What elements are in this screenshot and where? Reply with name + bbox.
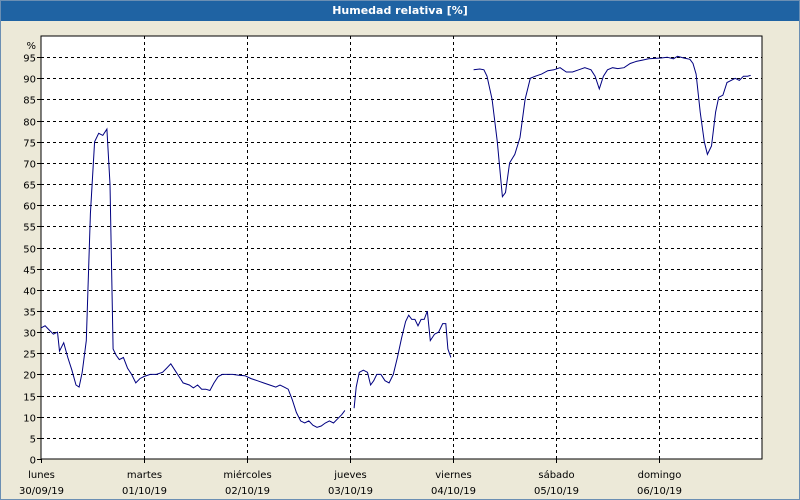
x-tick-date-label: 05/10/19 xyxy=(534,486,579,497)
humidity-series-line xyxy=(473,55,751,199)
x-tick-day-label: sábado xyxy=(538,469,574,481)
y-tick-label: 35 xyxy=(23,308,36,319)
chart-title: Humedad relativa [%] xyxy=(1,1,799,21)
y-tick-label: 10 xyxy=(23,414,36,425)
y-tick-label: 55 xyxy=(23,223,36,234)
y-tick-label: 0 xyxy=(30,456,36,467)
x-tick-day-label: viernes xyxy=(435,470,471,481)
y-tick-label: 60 xyxy=(23,202,36,213)
x-tick-date-label: 02/10/19 xyxy=(225,486,270,497)
y-tick-label: 50 xyxy=(23,245,36,256)
y-axis-unit-label: % xyxy=(26,41,36,52)
x-tick-date-label: 30/09/19 xyxy=(19,486,64,497)
y-tick-label: 85 xyxy=(23,96,36,107)
plot-background xyxy=(40,35,763,460)
x-tick-day-label: domingo xyxy=(638,470,682,481)
y-tick-label: 80 xyxy=(23,118,36,129)
humidity-series-line xyxy=(353,310,452,409)
y-tick-label: 25 xyxy=(23,350,36,361)
humidity-series-line xyxy=(40,127,346,428)
y-tick-label: 15 xyxy=(23,393,36,404)
x-tick-date-label: 01/10/19 xyxy=(122,486,167,497)
x-tick-day-label: miércoles xyxy=(223,469,271,481)
y-tick-label: 20 xyxy=(23,371,36,382)
x-tick-date-label: 03/10/19 xyxy=(328,486,373,497)
y-tick-label: 65 xyxy=(23,181,36,192)
x-tick-day-label: jueves xyxy=(333,470,367,481)
y-tick-label: 70 xyxy=(23,160,36,171)
y-tick-label: 90 xyxy=(23,75,36,86)
x-tick-date-label: 06/10/19 xyxy=(637,486,682,497)
y-tick-label: 75 xyxy=(23,139,36,150)
x-tick-day-label: lunes xyxy=(28,470,55,481)
x-tick-date-label: 04/10/19 xyxy=(431,486,476,497)
y-tick-label: 30 xyxy=(23,329,36,340)
y-tick-label: 95 xyxy=(23,54,36,65)
y-tick-label: 45 xyxy=(23,266,36,277)
y-tick-label: 40 xyxy=(23,287,36,298)
x-tick-day-label: martes xyxy=(127,470,162,481)
y-tick-label: 5 xyxy=(30,435,36,446)
